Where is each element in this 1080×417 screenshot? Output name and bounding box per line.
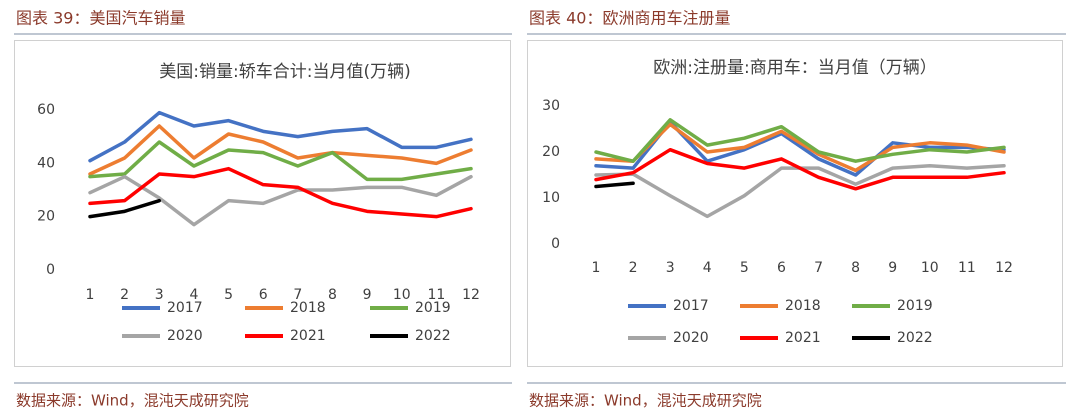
- series-line: [88, 174, 473, 227]
- x-tick-label: 10: [921, 260, 939, 276]
- series-line: [594, 118, 1006, 163]
- series-line: [88, 110, 473, 163]
- x-tick-label: 7: [293, 287, 302, 303]
- legend-label: 2017: [673, 298, 709, 314]
- y-tick-label: 0: [551, 236, 560, 252]
- legend-label: 2019: [897, 298, 933, 314]
- x-tick-label: 6: [777, 260, 786, 276]
- y-tick-label: 0: [46, 262, 55, 278]
- x-tick-label: 1: [86, 287, 95, 303]
- legend-label: 2022: [897, 330, 933, 346]
- chart-frame: [527, 40, 1063, 367]
- legend-label: 2022: [415, 328, 451, 344]
- x-tick-label: 4: [189, 287, 198, 303]
- legend-label: 2020: [167, 328, 203, 344]
- y-tick-label: 20: [542, 144, 560, 160]
- x-tick-label: 5: [224, 287, 233, 303]
- legend-label: 2021: [290, 328, 326, 344]
- x-tick-label: 12: [995, 260, 1013, 276]
- x-tick-label: 12: [462, 287, 480, 303]
- x-tick-label: 3: [666, 260, 675, 276]
- x-tick-label: 1: [592, 260, 601, 276]
- x-tick-label: 10: [393, 287, 411, 303]
- series-line: [88, 198, 162, 219]
- x-tick-label: 11: [427, 287, 445, 303]
- x-tick-label: 6: [259, 287, 268, 303]
- legend-label: 2020: [673, 330, 709, 346]
- x-tick-label: 11: [958, 260, 976, 276]
- x-tick-label: 8: [851, 260, 860, 276]
- series-line: [88, 124, 473, 176]
- chart-frame: [14, 40, 511, 367]
- x-tick-label: 4: [703, 260, 712, 276]
- series-line: [594, 147, 1006, 191]
- chart-title: 欧洲:注册量:商用车：当月值（万辆）: [653, 58, 936, 78]
- source-note: 数据来源：Wind，混沌天成研究院: [16, 392, 249, 410]
- y-tick-label: 30: [542, 98, 560, 114]
- x-tick-label: 9: [363, 287, 372, 303]
- figure-caption: 图表 40：欧洲商用车注册量: [529, 9, 730, 28]
- legend-label: 2018: [785, 298, 821, 314]
- y-tick-label: 20: [37, 209, 55, 225]
- x-tick-label: 2: [629, 260, 638, 276]
- source-note: 数据来源：Wind，混沌天成研究院: [529, 392, 762, 410]
- x-tick-label: 8: [328, 287, 337, 303]
- series-line: [594, 164, 1006, 219]
- series-line: [594, 181, 635, 189]
- y-tick-label: 10: [542, 190, 560, 206]
- x-tick-label: 3: [155, 287, 164, 303]
- y-tick-label: 40: [37, 155, 55, 171]
- x-tick-label: 7: [814, 260, 823, 276]
- figure-caption: 图表 39：美国汽车销量: [16, 9, 185, 28]
- x-tick-label: 5: [740, 260, 749, 276]
- legend-label: 2017: [167, 300, 203, 316]
- legend-label: 2019: [415, 300, 451, 316]
- y-tick-label: 60: [37, 102, 55, 118]
- x-tick-label: 2: [120, 287, 129, 303]
- series-line: [88, 140, 473, 182]
- legend-label: 2018: [290, 300, 326, 316]
- series-line: [88, 166, 473, 219]
- legend-label: 2021: [785, 330, 821, 346]
- x-tick-label: 9: [888, 260, 897, 276]
- series-line: [594, 122, 1006, 173]
- chart-title: 美国:销量:轿车合计:当月值(万辆): [159, 62, 410, 82]
